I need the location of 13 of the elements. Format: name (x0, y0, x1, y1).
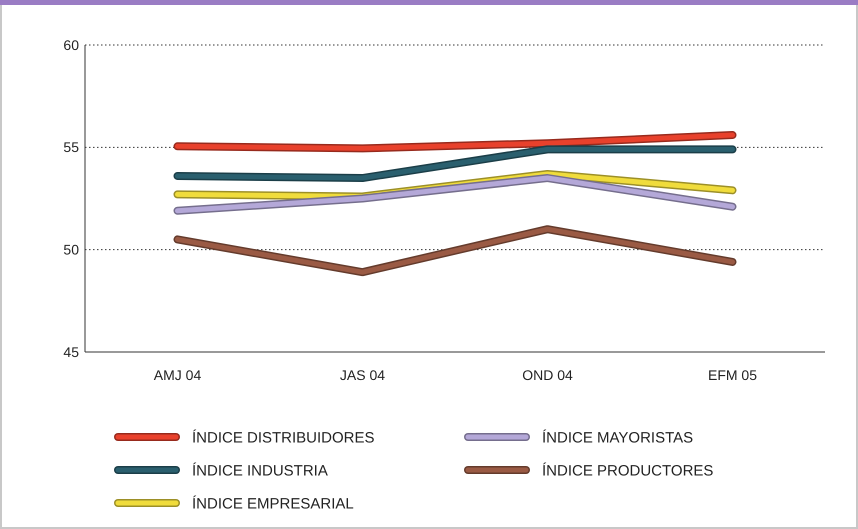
legend-label: ÍNDICE DISTRIBUIDORES (192, 428, 375, 446)
y-tick-label: 50 (63, 242, 80, 258)
legend-label: ÍNDICE PRODUCTORES (542, 461, 714, 480)
x-tick-label: OND 04 (522, 367, 573, 383)
legend-label: ÍNDICE MAYORISTAS (542, 428, 694, 446)
x-tick-label: EFM 05 (708, 367, 758, 383)
y-tick-label: 55 (63, 139, 80, 156)
y-tick-label: 60 (63, 36, 80, 53)
legend-label: ÍNDICE INDUSTRIA (192, 461, 328, 480)
x-tick-label: JAS 04 (340, 367, 386, 383)
y-tick-label: 45 (63, 344, 80, 360)
legend-label: ÍNDICE EMPRESARIAL (192, 494, 354, 512)
x-tick-label: AMJ 04 (154, 367, 202, 383)
